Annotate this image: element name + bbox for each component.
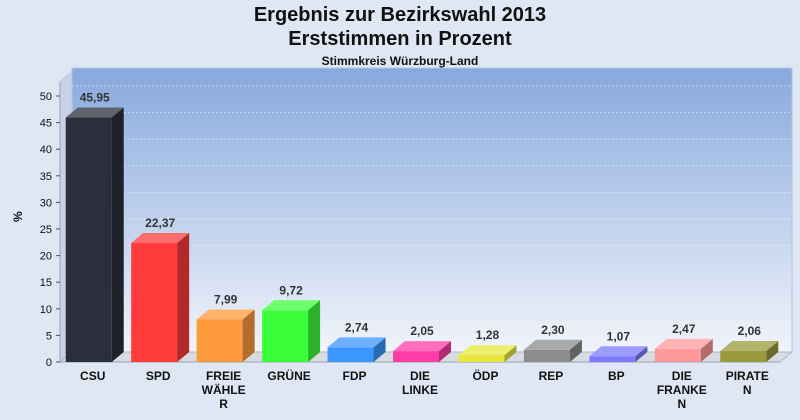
- x-tick-label: CSU: [80, 369, 105, 383]
- bar: [196, 309, 255, 362]
- bar-side: [242, 309, 255, 362]
- bar: [393, 341, 451, 362]
- data-label: 2,06: [738, 324, 762, 338]
- y-tick-label: 15: [40, 277, 52, 289]
- bar-front: [720, 351, 767, 362]
- bar-top: [196, 309, 255, 320]
- bar-top: [589, 346, 648, 357]
- bar: [65, 107, 124, 363]
- data-label: 2,47: [672, 322, 696, 336]
- bar-front: [196, 319, 243, 362]
- x-tick-label: BP: [608, 369, 625, 383]
- bar-front: [458, 355, 505, 362]
- y-tick-label: 25: [40, 224, 52, 236]
- bar-side: [504, 345, 517, 362]
- bar-side: [177, 232, 190, 362]
- bar-top: [720, 341, 779, 352]
- bar-front: [65, 117, 112, 363]
- x-tick-label: N: [677, 397, 686, 411]
- bar-top: [523, 339, 582, 350]
- bar: [458, 345, 517, 362]
- bar: [523, 339, 582, 362]
- y-tick-label: 30: [40, 197, 52, 209]
- x-tick-label: DIE: [410, 369, 430, 383]
- y-tick-label: 0: [46, 357, 52, 369]
- data-label: 2,05: [410, 324, 434, 338]
- bar-front: [393, 351, 439, 362]
- bar-top: [131, 232, 190, 243]
- bar-side: [700, 338, 713, 362]
- x-tick-label: FDP: [343, 369, 367, 383]
- bar-top: [327, 337, 386, 348]
- bar: [654, 338, 713, 362]
- x-tick-label: R: [219, 397, 228, 411]
- x-tick-label: DIE: [672, 369, 692, 383]
- bar: [720, 341, 779, 362]
- chart-title: Ergebnis zur Bezirkswahl 2013: [253, 4, 547, 26]
- bar-top: [458, 345, 517, 356]
- bar-front: [327, 347, 374, 362]
- bar-front: [523, 349, 570, 362]
- y-tick-label: 35: [40, 171, 52, 183]
- y-tick-label: 10: [40, 304, 52, 316]
- x-tick-label: FRANKE: [657, 383, 707, 397]
- x-tick-label: N: [743, 383, 752, 397]
- data-label: 1,07: [607, 329, 631, 343]
- x-tick-label: REP: [539, 369, 564, 383]
- x-tick-label: SPD: [146, 369, 171, 383]
- bar: [262, 300, 321, 362]
- bar-side: [308, 300, 321, 362]
- x-tick-label: GRÜNE: [267, 368, 310, 383]
- chart-subsubtitle: Stimmkreis Würzburg-Land: [321, 54, 479, 68]
- bar: [131, 232, 190, 362]
- y-axis-label: %: [11, 211, 25, 222]
- y-tick-label: 5: [46, 330, 52, 342]
- bar-side: [766, 341, 779, 362]
- bar-front: [589, 356, 636, 362]
- data-label: 45,95: [80, 91, 110, 105]
- data-label: 2,74: [345, 320, 369, 334]
- bar-front: [654, 348, 701, 362]
- data-label: 7,99: [214, 292, 238, 306]
- bar-side: [635, 346, 648, 362]
- plot-back-wall: [71, 67, 793, 353]
- bar: [589, 346, 648, 362]
- y-tick-label: 45: [40, 118, 52, 130]
- chart-subtitle: Erststimmen in Prozent: [288, 28, 512, 50]
- data-label: 1,28: [476, 328, 500, 342]
- x-tick-label: WÄHLE: [202, 382, 246, 397]
- x-tick-label: LINKE: [402, 383, 438, 397]
- bar-top: [262, 300, 321, 311]
- bar-top: [654, 338, 713, 349]
- x-tick-label: FREIE: [206, 369, 241, 383]
- bar-side: [111, 107, 124, 363]
- data-label: 22,37: [145, 216, 175, 230]
- data-label: 9,72: [279, 283, 303, 297]
- bar-top: [393, 341, 451, 352]
- bar: [327, 337, 386, 362]
- bar-side: [569, 339, 582, 362]
- bar-top: [65, 107, 124, 118]
- bar-front: [262, 310, 309, 362]
- data-label: 2,30: [541, 323, 565, 337]
- bar-side: [373, 337, 386, 362]
- y-tick-label: 20: [40, 251, 52, 263]
- x-tick-label: PIRATE: [726, 369, 769, 383]
- bar-front: [131, 242, 178, 362]
- y-tick-label: 40: [40, 144, 52, 156]
- y-tick-label: 50: [40, 91, 52, 103]
- x-tick-label: ÖDP: [472, 368, 498, 383]
- bar-side: [439, 341, 451, 362]
